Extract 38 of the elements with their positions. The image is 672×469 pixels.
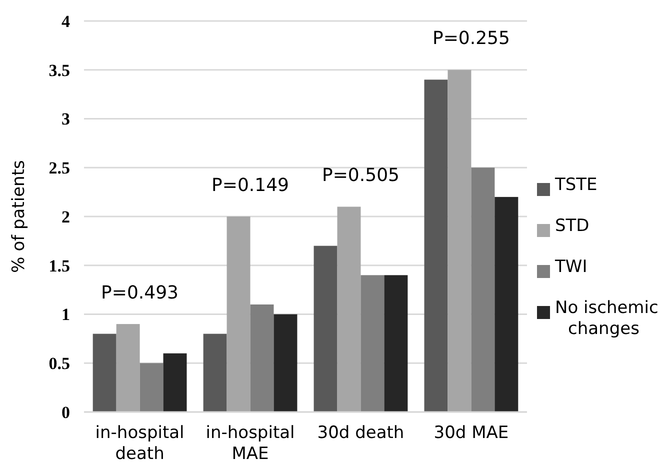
annotation: P=0.149	[212, 174, 289, 196]
x-tick-label: 30d death	[317, 423, 404, 443]
y-tick-label: 4	[62, 12, 70, 31]
y-tick-label: 1	[62, 305, 70, 324]
bar	[140, 363, 164, 412]
x-tick-label: 30d MAE	[434, 423, 509, 443]
legend-label: TWI	[554, 257, 588, 277]
y-tick-label: 3.5	[48, 60, 70, 80]
bar	[226, 216, 250, 412]
y-tick-label: 1.5	[48, 256, 70, 276]
y-tick-label: 2	[62, 207, 70, 226]
bar	[337, 206, 361, 412]
bar	[92, 334, 116, 412]
annotation: P=0.255	[432, 28, 510, 50]
bar	[424, 80, 448, 412]
x-tick-label: in-hospital death	[95, 423, 184, 464]
legend-label: TSTE	[554, 175, 598, 195]
y-tick-label: 0.5	[48, 354, 70, 374]
y-axis-title: % of patients	[9, 160, 29, 273]
bar	[250, 304, 274, 412]
bar	[494, 196, 518, 412]
y-tick-label: 0	[62, 402, 70, 422]
bar	[314, 246, 338, 412]
legend-label: STD	[555, 216, 590, 236]
bar	[448, 70, 472, 412]
legend-label: No ischemic changes	[555, 298, 658, 339]
bar	[274, 314, 298, 412]
y-tick-label: 2.5	[48, 158, 70, 178]
annotation: P=0.493	[101, 282, 179, 304]
bar	[360, 275, 384, 412]
bar	[384, 275, 408, 412]
bar	[116, 324, 140, 412]
y-tick-label: 3	[62, 110, 70, 129]
bar	[203, 334, 227, 412]
bar	[163, 353, 187, 412]
x-tick-label: in-hospital MAE	[206, 423, 295, 464]
bar	[471, 168, 495, 412]
annotation: P=0.505	[322, 165, 400, 186]
